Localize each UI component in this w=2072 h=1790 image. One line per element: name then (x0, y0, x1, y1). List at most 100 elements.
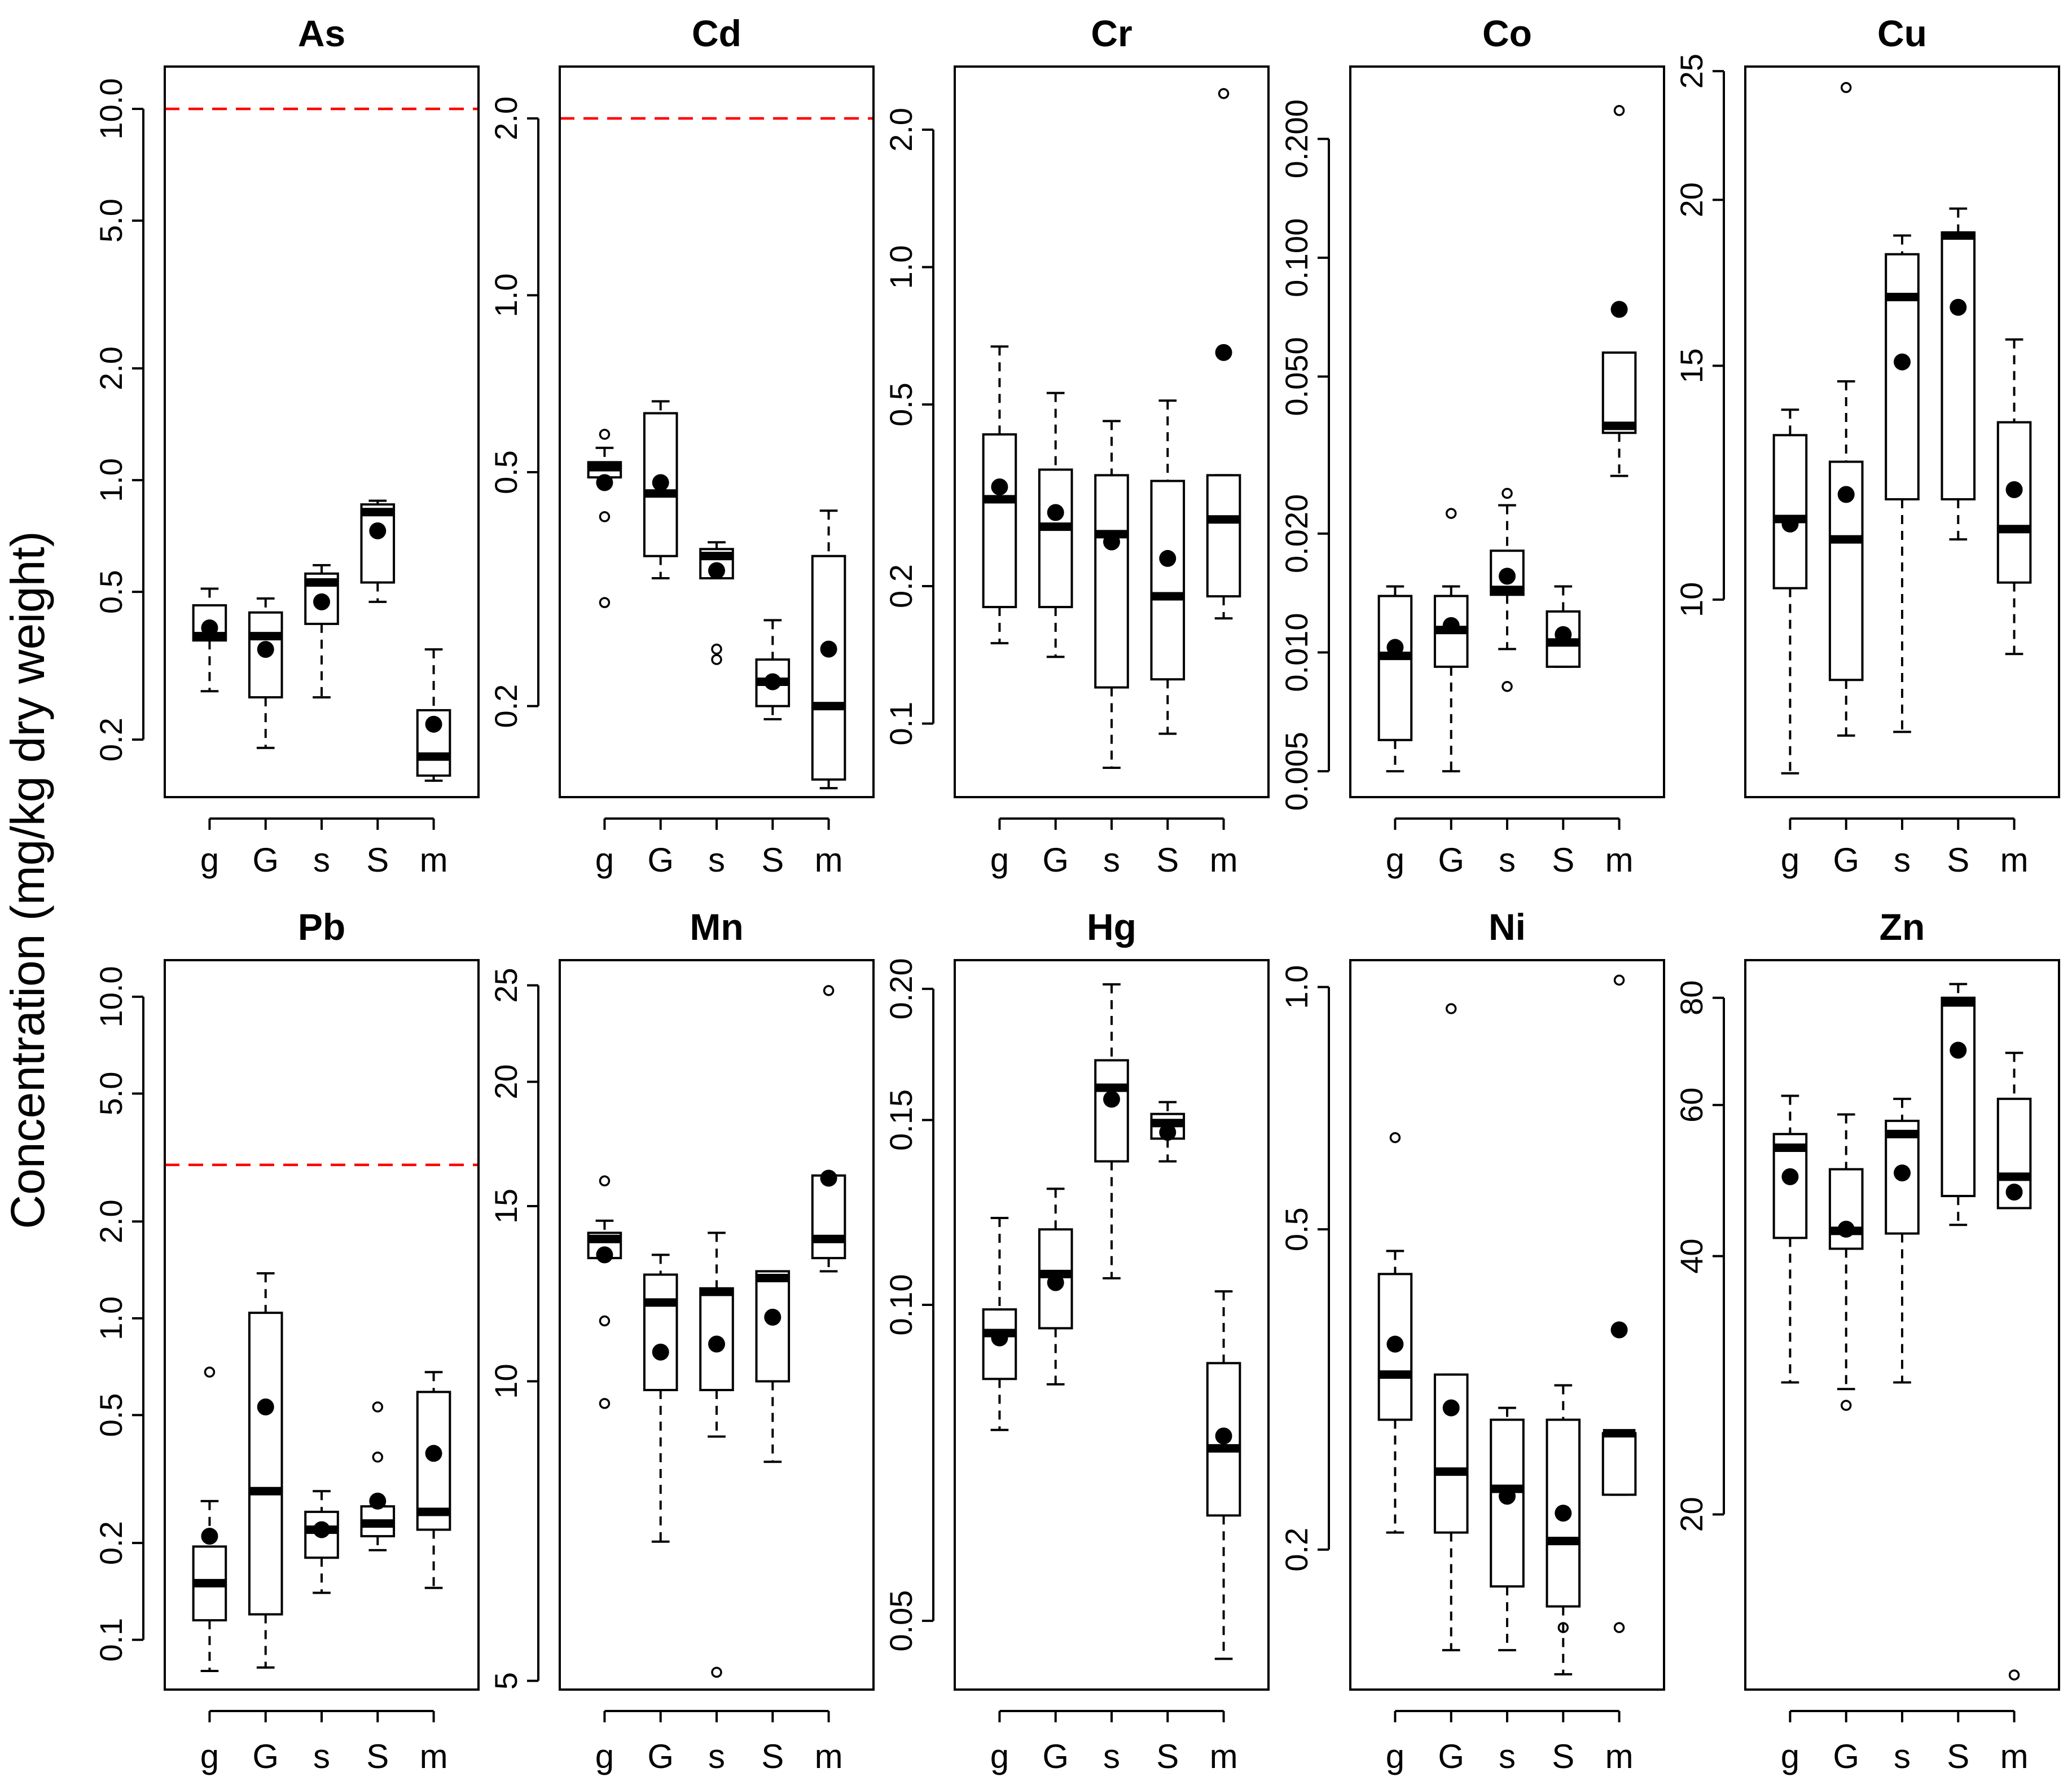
x-tick-label: s (1894, 841, 1911, 879)
x-tick-label: G (1438, 1738, 1464, 1775)
mean-point (1610, 1321, 1628, 1339)
x-tick-label: S (366, 841, 389, 879)
box-G (248, 1272, 283, 1669)
y-tick-label: 0.200 (1279, 99, 1314, 178)
x-tick-label: m (2000, 841, 2029, 879)
box-S (360, 499, 396, 603)
y-tick-label: 25 (488, 967, 524, 1002)
iqr-box (1941, 231, 1976, 501)
mean-point (991, 1329, 1008, 1347)
y-tick-label: 80 (1674, 980, 1709, 1015)
box-s (699, 1232, 734, 1678)
iqr-box (1433, 1373, 1469, 1534)
y-tick-label: 0.05 (883, 1590, 919, 1652)
plot-frame (559, 65, 875, 798)
mean-point (1215, 1427, 1232, 1445)
y-tick-label: 15 (1674, 348, 1709, 383)
iqr-box (1941, 996, 1976, 1198)
y-tick-label: 0.5 (488, 450, 524, 494)
y-tick-label: 0.5 (93, 1393, 129, 1437)
y-tick-label: 5 (488, 1672, 524, 1690)
outlier-point (372, 1401, 384, 1413)
mean-point (1499, 1488, 1516, 1505)
plot-frame (954, 959, 1270, 1691)
mean-point (820, 1169, 837, 1187)
box-s (699, 541, 734, 665)
x-tick-label: G (1042, 841, 1069, 879)
x-tick-label: g (595, 1738, 614, 1775)
outlier-point (204, 1366, 216, 1378)
x-tick-label: G (1833, 1738, 1859, 1775)
x-tick-label: G (252, 1738, 279, 1775)
outlier-point (599, 1175, 611, 1187)
box-m (1601, 974, 1637, 1633)
box-s (1885, 1097, 1920, 1384)
y-tick-label: 0.005 (1279, 732, 1314, 811)
mean-point (652, 474, 669, 491)
y-tick-label: 2.0 (488, 96, 524, 140)
y-tick-label: 0.2 (488, 684, 524, 728)
outlier-point (1613, 974, 1625, 986)
mean-point (2005, 1184, 2023, 1201)
outlier-point (1218, 88, 1230, 99)
x-tick-label: S (761, 841, 784, 879)
x-tick-label: m (815, 841, 843, 879)
mean-point (1837, 486, 1855, 503)
outlier-point (711, 654, 722, 665)
x-tick-label: s (708, 1738, 725, 1775)
y-tick-label: 1.0 (1279, 965, 1314, 1009)
x-tick-label: s (1103, 841, 1120, 879)
plot-frame (1744, 959, 2060, 1691)
x-tick-label: S (1947, 1738, 1969, 1775)
iqr-box (1772, 434, 1808, 590)
mean-point (991, 478, 1008, 496)
box-g (1772, 1094, 1808, 1384)
mean-point (201, 619, 218, 636)
y-tick-label: 10.0 (93, 78, 129, 139)
box-m (1601, 105, 1637, 477)
y-tick-label: 10 (488, 1364, 524, 1398)
x-tick-label: G (647, 841, 674, 879)
outlier-point (1840, 1400, 1852, 1411)
outlier-point (599, 511, 611, 522)
y-tick-label: 15 (488, 1189, 524, 1224)
mean-point (1894, 353, 1911, 371)
y-tick-label: 0.2 (883, 564, 919, 608)
y-tick-label: 0.15 (883, 1089, 919, 1151)
outlier-point (1557, 1622, 1569, 1633)
mean-point (201, 1528, 218, 1545)
iqr-box (1150, 480, 1186, 681)
y-tick-label: 25 (1674, 54, 1709, 89)
x-tick-label: G (647, 1738, 674, 1775)
y-axis-label: Concentration (mg/kg dry weight) (1, 531, 54, 1229)
plot-frame (164, 65, 480, 798)
mean-point (1610, 301, 1628, 318)
x-tick-label: S (761, 1738, 784, 1775)
box-s (1490, 487, 1525, 692)
y-tick-label: 0.100 (1279, 218, 1314, 297)
x-tick-label: m (420, 841, 448, 879)
x-tick-label: m (1210, 841, 1238, 879)
outlier-point (1445, 1003, 1457, 1014)
y-tick-label: 0.5 (883, 382, 919, 426)
x-tick-label: S (1156, 1738, 1179, 1775)
iqr-box (811, 555, 846, 781)
panel-title: Pb (298, 906, 345, 948)
panel-title: Cr (1091, 12, 1132, 54)
box-S (755, 1270, 791, 1463)
x-tick-label: G (252, 841, 279, 879)
box-G (1433, 1003, 1469, 1652)
y-tick-label: 2.0 (93, 1199, 129, 1243)
x-tick-label: m (815, 1738, 843, 1775)
outlier-point (711, 643, 722, 655)
box-G (643, 1254, 678, 1543)
box-m (1206, 1290, 1241, 1660)
x-tick-label: m (2000, 1738, 2029, 1775)
